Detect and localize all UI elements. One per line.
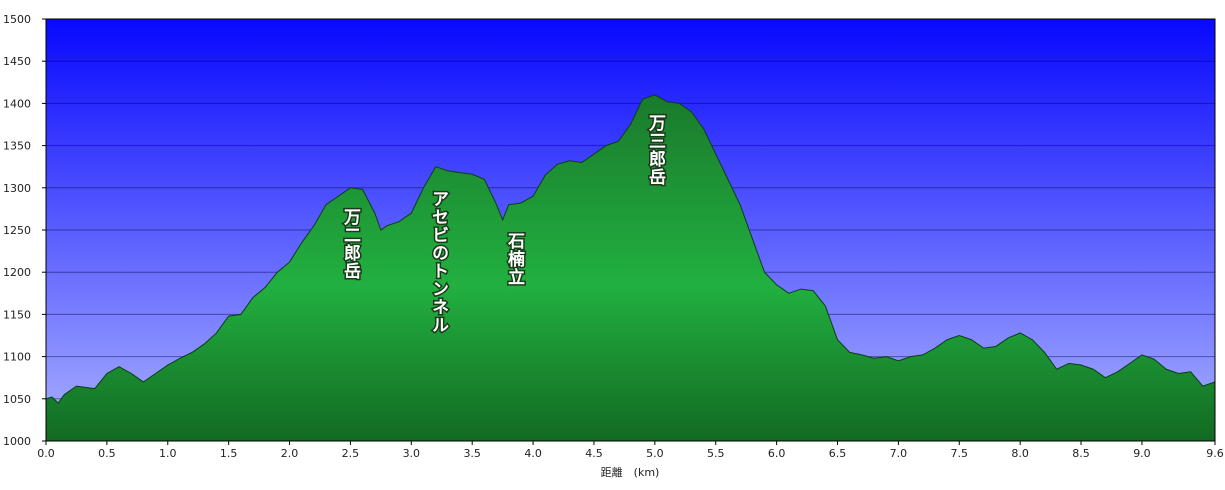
annotation: 万三郎岳	[645, 114, 667, 186]
x-tick-label: 2.5	[342, 447, 360, 460]
annotation: アセビのトンネル	[428, 190, 449, 334]
x-tick-label: 3.5	[463, 447, 481, 460]
x-tick-label: 5.0	[646, 447, 664, 460]
x-tick-label: 4.5	[585, 447, 603, 460]
x-axis-label: 距離 (km)	[601, 465, 660, 479]
y-tick-label: 1050	[3, 393, 31, 406]
x-tick-label: 0.0	[37, 447, 55, 460]
y-tick-label: 1350	[3, 140, 31, 153]
x-tick-label: 1.0	[159, 447, 177, 460]
y-tick-label: 1150	[3, 308, 31, 321]
y-tick-label: 1300	[3, 182, 31, 195]
annotation: 万二郎岳	[340, 208, 362, 280]
y-tick-label: 1400	[3, 97, 31, 110]
annotation: 石楠立	[504, 232, 526, 286]
x-tick-label: 9.6	[1206, 447, 1224, 460]
x-tick-label: 6.0	[768, 447, 786, 460]
x-tick-label: 6.5	[829, 447, 847, 460]
x-tick-label: 1.5	[220, 447, 238, 460]
y-tick-label: 1200	[3, 266, 31, 279]
x-tick-label: 9.0	[1133, 447, 1151, 460]
elevation-area	[45, 94, 1216, 442]
x-tick-label: 7.0	[890, 447, 908, 460]
x-tick-label: 4.0	[524, 447, 542, 460]
x-tick-label: 3.0	[403, 447, 421, 460]
y-tick-label: 1450	[3, 55, 31, 68]
y-tick-label: 1250	[3, 224, 31, 237]
x-tick-label: 2.0	[281, 447, 299, 460]
y-tick-label: 1100	[3, 351, 31, 364]
y-tick-label: 1500	[3, 13, 31, 26]
x-tick-label: 8.5	[1072, 447, 1090, 460]
y-tick-label: 1000	[3, 435, 31, 448]
x-tick-label: 7.5	[951, 447, 969, 460]
x-tick-label: 0.5	[98, 447, 116, 460]
x-tick-label: 5.5	[707, 447, 725, 460]
x-tick-label: 8.0	[1011, 447, 1029, 460]
